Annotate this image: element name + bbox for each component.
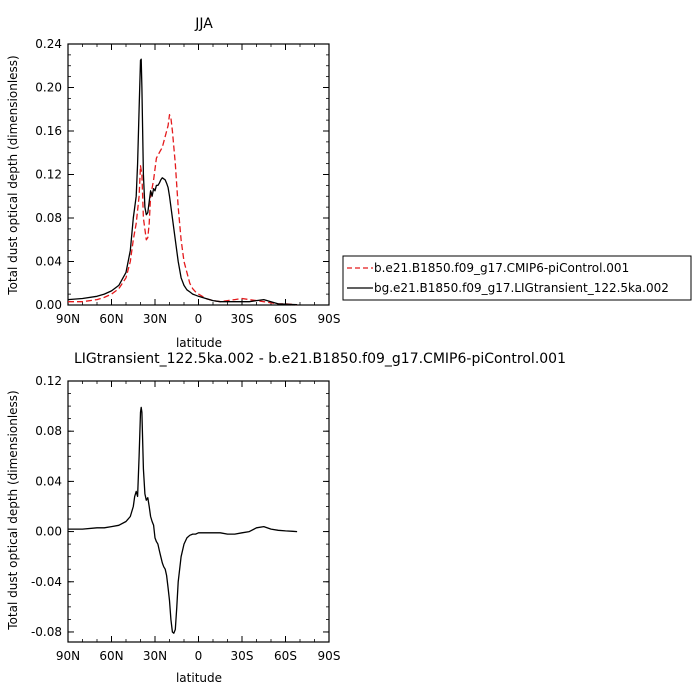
top-y-tick-label: 0.12 (35, 168, 62, 182)
top-y-tick-label: 0.08 (35, 211, 62, 225)
bottom-y-tick-label: -0.08 (31, 625, 62, 639)
top-x-tick-label: 60S (274, 312, 297, 326)
top-y-tick-label: 0.24 (35, 37, 62, 51)
top-x-axis-label: latitude (176, 336, 222, 350)
bottom-series-line-1 (68, 406, 298, 634)
top-y-tick-label: 0.20 (35, 81, 62, 95)
top-x-tick-label: 90N (56, 312, 80, 326)
top-x-tick-label: 30S (231, 312, 254, 326)
top-series-line-1 (68, 114, 298, 306)
bottom-y-axis-label: Total dust optical depth (dimensionless) (6, 390, 20, 630)
top-y-tick-label: 0.16 (35, 124, 62, 138)
legend: b.e21.B1850.f09_g17.CMIP6-piControl.001 … (342, 255, 692, 301)
bottom-y-tick-label: 0.00 (35, 525, 62, 539)
top-y-tick-label: 0.00 (35, 298, 62, 312)
top-x-tick-label: 90S (318, 312, 341, 326)
bottom-x-tick-label: 30N (143, 649, 167, 663)
bottom-y-tick-label: -0.04 (31, 575, 62, 589)
top-x-tick-label: 60N (99, 312, 123, 326)
bottom-x-tick-label: 60S (274, 649, 297, 663)
bottom-plot: LIGtransient_122.5ka.002 - b.e21.B1850.f… (6, 351, 566, 685)
legend-box (342, 255, 692, 301)
bottom-x-axis-label: latitude (176, 671, 222, 685)
top-y-tick-label: 0.04 (35, 255, 62, 269)
bottom-x-tick-label: 60N (99, 649, 123, 663)
top-plot-frame (67, 43, 330, 306)
top-y-axis-label: Total dust optical depth (dimensionless) (6, 55, 20, 295)
bottom-y-tick-label: 0.04 (35, 474, 62, 488)
bottom-plot-title: LIGtransient_122.5ka.002 - b.e21.B1850.f… (74, 351, 566, 367)
bottom-x-tick-label: 90S (318, 649, 341, 663)
top-x-tick-label: 0 (195, 312, 203, 326)
bottom-plot-frame (67, 380, 330, 643)
top-series-line-2 (67, 58, 298, 306)
bottom-x-tick-label: 0 (195, 649, 203, 663)
top-plot-title: JJA (194, 16, 213, 32)
legend-label-ligtransient: bg.e21.B1850.f09_g17.LIGtransient_122.5k… (374, 281, 669, 295)
bottom-y-tick-label: 0.08 (35, 424, 62, 438)
bottom-x-tick-label: 30S (231, 649, 254, 663)
bottom-y-tick-label: 0.12 (35, 374, 62, 388)
top-plot: JJA latitude Total dust optical depth (d… (6, 16, 340, 350)
bottom-x-tick-label: 90N (56, 649, 80, 663)
top-x-tick-label: 30N (143, 312, 167, 326)
legend-label-picontrol: b.e21.B1850.f09_g17.CMIP6-piControl.001 (374, 261, 629, 275)
